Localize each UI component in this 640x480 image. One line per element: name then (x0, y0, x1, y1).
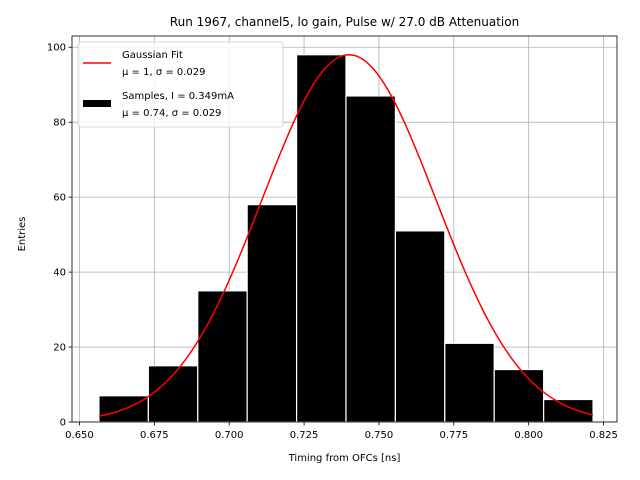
chart-title: Run 1967, channel5, lo gain, Pulse w/ 27… (170, 15, 519, 29)
histogram-bar (543, 398, 594, 423)
histogram-bars (98, 54, 594, 423)
legend-label: Samples, I = 0.349mA (122, 91, 234, 102)
legend: Gaussian Fit μ = 1, σ = 0.029 Samples, I =… (77, 41, 284, 128)
x-tick-label: 0.700 (215, 430, 244, 441)
histogram-bar (246, 204, 298, 423)
x-axis-ticks: 0.650 0.675 0.700 0.725 0.750 0.775 0.800 0.825 (65, 422, 618, 441)
histogram-bar (444, 342, 495, 423)
gaussian-fit-curve (98, 53, 594, 417)
plot-frame (71, 35, 618, 423)
y-axis-label: Entries (17, 217, 28, 252)
x-axis-label: Timing from OFCs [ns] (288, 453, 401, 464)
y-tick-label: 60 (53, 193, 66, 204)
histogram-bar (295, 54, 347, 423)
legend-label: μ = 1, σ = 0.029 (122, 67, 206, 78)
x-tick-label: 0.825 (589, 430, 618, 441)
x-tick-label: 0.800 (514, 430, 543, 441)
legend-patch-swatch (83, 100, 111, 107)
y-tick-label: 100 (47, 43, 66, 54)
legend-label: μ = 0.74, σ = 0.029 (122, 108, 221, 119)
y-tick-label: 0 (60, 418, 66, 429)
legend-label: Gaussian Fit (122, 50, 183, 61)
y-tick-label: 40 (53, 268, 66, 279)
gaussian-fit-curve-group (98, 53, 594, 417)
y-tick-label: 80 (53, 118, 66, 129)
legend-box (77, 41, 284, 128)
histogram-bar (345, 95, 397, 423)
x-tick-label: 0.675 (140, 430, 169, 441)
y-axis-ticks: 0 20 40 60 80 100 (47, 43, 72, 429)
histogram-bar (493, 368, 545, 423)
histogram-bar (394, 230, 446, 423)
x-tick-label: 0.725 (290, 430, 319, 441)
x-tick-label: 0.650 (65, 430, 94, 441)
x-tick-label: 0.750 (365, 430, 394, 441)
y-tick-label: 20 (53, 343, 66, 354)
histogram-bar (197, 290, 248, 423)
x-tick-label: 0.775 (439, 430, 468, 441)
